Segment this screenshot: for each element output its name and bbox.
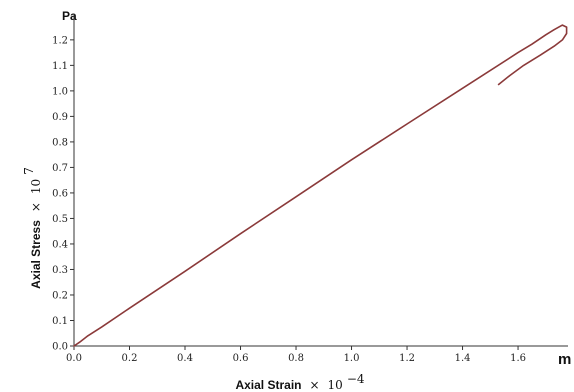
x-axis-times: × [309,378,319,392]
x-tick-label: 0.2 [122,353,138,364]
y-axis-exponent: 7 [22,167,36,175]
x-axis-base: 10 [328,378,343,392]
y-tick-label: 1.0 [52,86,68,97]
x-axis-title-text: Axial Strain [235,378,301,392]
y-tick-label: 0.8 [52,137,68,148]
y-tick-label: 0.1 [52,316,68,327]
x-axis-title: Axial Strain × 10 −4 [235,372,364,392]
svg-text:Axial Stress × 10: Axial Stress × 10 7 [22,167,44,289]
x-tick-label: 0.0 [66,353,82,364]
x-tick-label: 1.6 [510,353,526,364]
x-tick-label: 1.2 [399,353,415,364]
y-tick-label: 0.7 [52,163,68,174]
y-tick-label: 0.2 [52,290,68,301]
y-tick-label: 0.3 [52,265,68,276]
y-axis-times: × [29,202,43,212]
x-axis-exponent: −4 [347,372,365,386]
x-tick-label: 0.4 [177,353,193,364]
x-tick-label: 0.8 [288,353,304,364]
x-tick-label: 1.0 [344,353,360,364]
y-axis-title-text: Axial Stress [29,220,43,289]
y-tick-label: 0.5 [52,214,68,225]
y-axis-base: 10 [29,179,43,194]
y-tick-label: 0.9 [52,112,68,123]
y-tick-label: 1.2 [52,35,68,46]
x-unit-label: m [558,351,571,368]
y-tick-label: 0.0 [52,342,68,353]
y-axis-title: Axial Stress × 10 7 [22,167,44,289]
x-tick-label: 0.6 [233,353,249,364]
y-tick-label: 0.6 [52,188,68,199]
stress-strain-curve [73,24,568,347]
x-tick-label: 1.4 [455,353,471,364]
y-tick-label: 1.1 [52,61,68,72]
y-tick-label: 0.4 [52,239,68,250]
y-unit-label: Pa [62,9,77,23]
